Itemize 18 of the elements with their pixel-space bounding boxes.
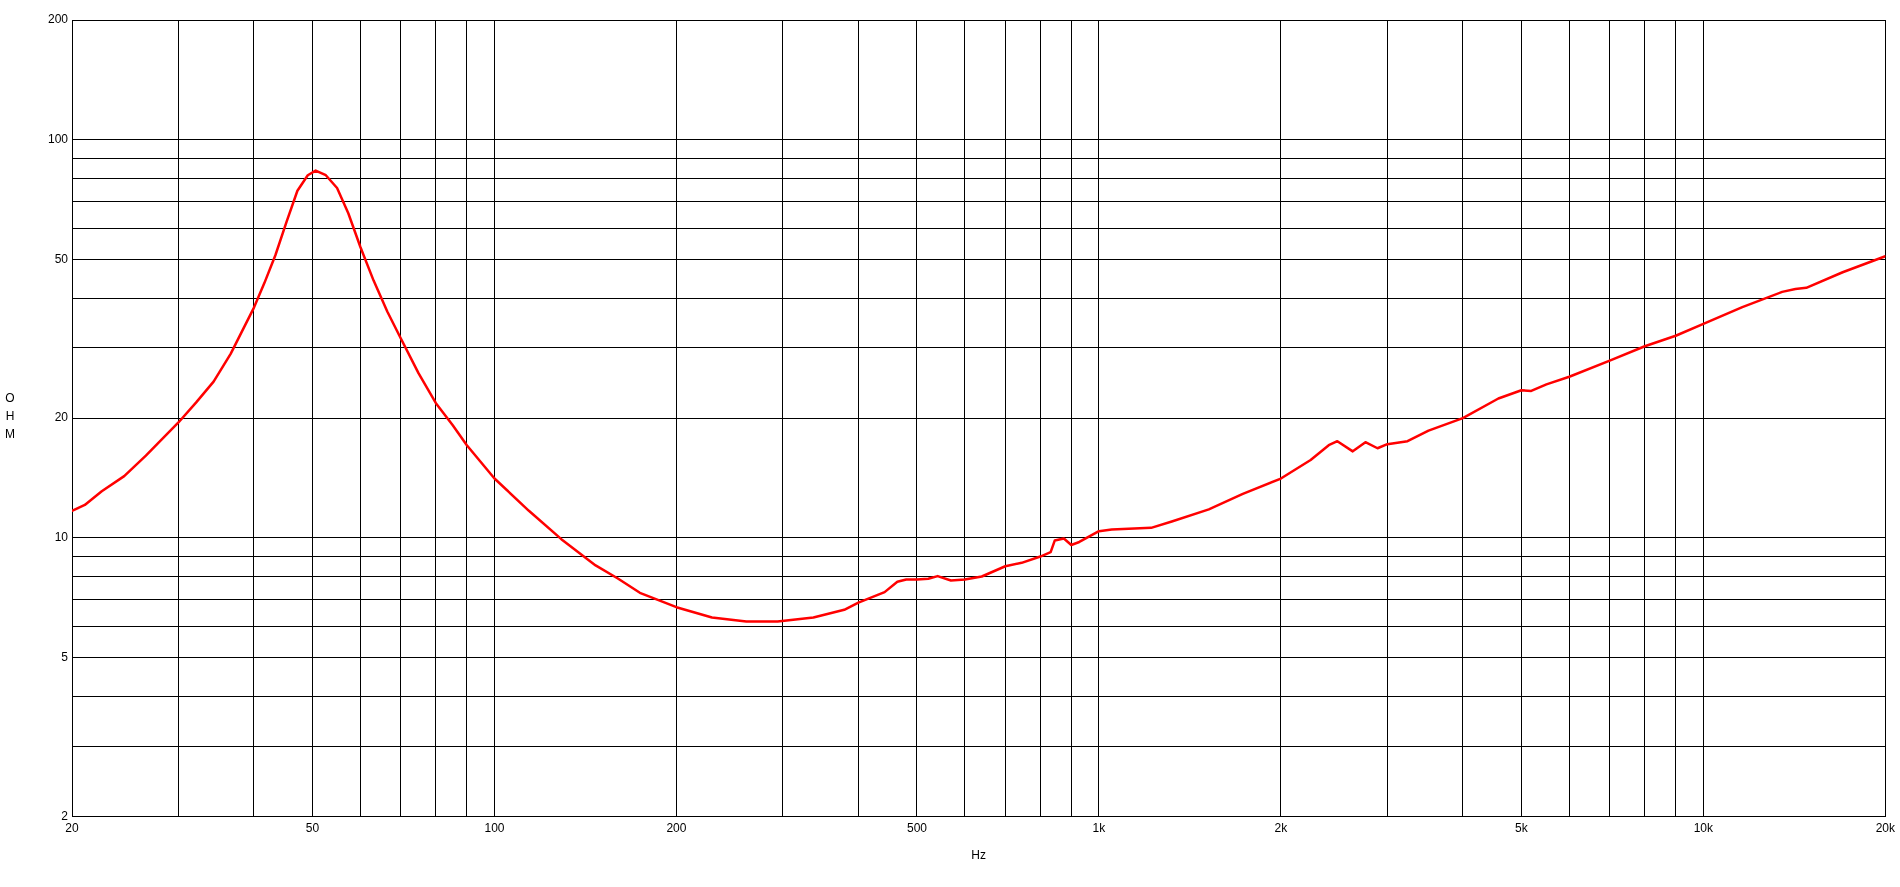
x-tick-label: 50 [305,820,320,835]
y-tick-label: 50 [54,251,69,266]
x-axis-title: Hz [971,848,986,863]
x-tick-label: 5k [1515,820,1529,835]
x-tick-label: 200 [666,820,687,835]
y-tick-label: 200 [47,12,69,27]
x-tick-label: 100 [484,820,505,835]
x-tick-label: 10k [1693,820,1715,835]
x-tick-label: 500 [906,820,928,835]
y-axis-title: OHM [3,391,17,446]
y-tick-label: 2 [61,808,69,823]
x-tick-label: 2k [1274,820,1289,835]
x-tick-label: 1k [1092,820,1107,835]
y-tick-label: 5 [61,650,69,665]
y-tick-label: 10 [54,530,69,545]
y-tick-label: 20 [54,410,69,425]
x-tick-label: 20k [1875,820,1896,835]
y-tick-label: 100 [47,132,69,147]
